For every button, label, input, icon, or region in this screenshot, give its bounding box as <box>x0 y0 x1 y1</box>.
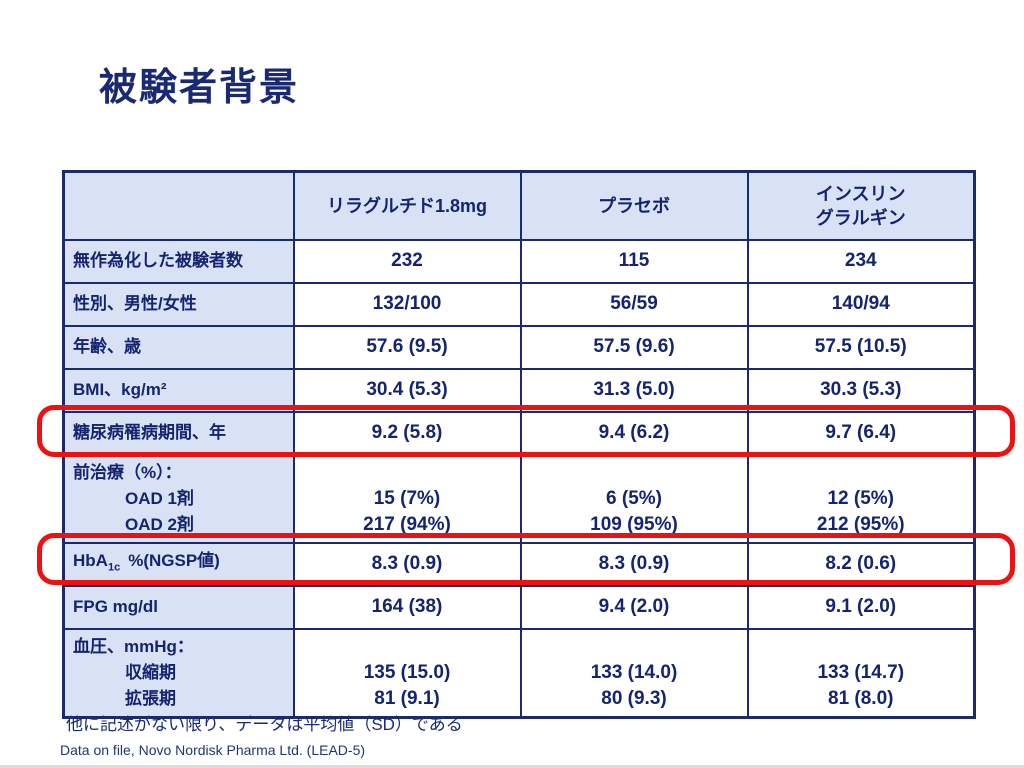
value-cell: 57.5 (10.5) <box>746 324 976 370</box>
table-row-blood-pressure: 血圧、mmHg： 収縮期 拡張期 135 (15.0) 81 (9.1) 133… <box>62 627 976 718</box>
value-cell: 9.4 (2.0) <box>519 584 749 630</box>
row-label: FPG mg/dl <box>62 584 295 630</box>
value-cell: 15 (7%) 217 (94%) <box>292 453 522 544</box>
value-line: 135 (15.0) <box>363 661 451 683</box>
value-cell: 57.6 (9.5) <box>292 324 522 370</box>
header-cell-liraglutide: リラグルチド1.8mg <box>292 170 522 241</box>
row-label: 糖尿病罹病期間、年 <box>62 410 295 456</box>
value-cell: 133 (14.0) 80 (9.3) <box>519 627 749 718</box>
value-cell: 140/94 <box>746 281 976 327</box>
table-row-diabetes-duration: 糖尿病罹病期間、年 9.2 (5.8) 9.4 (6.2) 9.7 (6.4) <box>62 410 976 456</box>
value-cell: 56/59 <box>519 281 749 327</box>
row-label: HbA1c %(NGSP値) <box>62 541 295 587</box>
value-cell: 12 (5%) 212 (95%) <box>746 453 976 544</box>
value-cell: 57.5 (9.6) <box>519 324 749 370</box>
value-line: 80 (9.3) <box>601 687 667 709</box>
header-cell-empty <box>62 170 295 241</box>
value-cell: 232 <box>292 238 522 284</box>
row-label-main: 血圧、mmHg： <box>73 636 194 656</box>
row-label: 年齢、歳 <box>62 324 295 370</box>
value-cell: 30.4 (5.3) <box>292 367 522 413</box>
table-header-row: リラグルチド1.8mg プラセボ インスリン グラルギン <box>62 170 976 241</box>
row-sublabel: OAD 2剤 <box>125 514 194 534</box>
header-cell-placebo: プラセボ <box>519 170 749 241</box>
value-cell: 30.3 (5.3) <box>746 367 976 413</box>
value-cell: 8.3 (0.9) <box>519 541 749 587</box>
row-label-main: 前治療（%）： <box>73 462 182 482</box>
table-row-hba1c: HbA1c %(NGSP値) 8.3 (0.9) 8.3 (0.9) 8.2 (0… <box>62 541 976 587</box>
table-row-randomized: 無作為化した被験者数 232 115 234 <box>62 238 976 284</box>
value-cell: 8.3 (0.9) <box>292 541 522 587</box>
value-cell: 234 <box>746 238 976 284</box>
value-line: 133 (14.0) <box>590 661 678 683</box>
row-label: 無作為化した被験者数 <box>62 238 295 284</box>
spacer <box>750 634 973 660</box>
value-cell: 9.1 (2.0) <box>746 584 976 630</box>
value-cell: 9.7 (6.4) <box>746 410 976 456</box>
spacer <box>296 460 519 486</box>
row-label: 性別、男性/女性 <box>62 281 295 327</box>
header-cell-insulin-glargine: インスリン グラルギン <box>746 170 976 241</box>
value-cell: 9.4 (6.2) <box>519 410 749 456</box>
value-cell: 8.2 (0.6) <box>746 541 976 587</box>
value-cell: 115 <box>519 238 749 284</box>
value-line: 15 (7%) <box>373 487 441 509</box>
row-label: BMI、kg/m² <box>62 367 295 413</box>
footnote: 他に記述がない限り、データは平均値（SD）である <box>66 715 463 734</box>
spacer <box>523 460 746 486</box>
spacer <box>296 634 519 660</box>
table-row-fpg: FPG mg/dl 164 (38) 9.4 (2.0) 9.1 (2.0) <box>62 584 976 630</box>
value-cell: 31.3 (5.0) <box>519 367 749 413</box>
row-sublabel: 拡張期 <box>125 688 176 708</box>
value-line: 12 (5%) <box>827 487 895 509</box>
value-cell: 133 (14.7) 81 (8.0) <box>746 627 976 718</box>
value-line: 109 (95%) <box>590 513 678 535</box>
table-row-prior-treatment: 前治療（%）： OAD 1剤 OAD 2剤 15 (7%) 217 (94%) … <box>62 453 976 544</box>
table-row-age: 年齢、歳 57.6 (9.5) 57.5 (9.6) 57.5 (10.5) <box>62 324 976 370</box>
table-row-bmi: BMI、kg/m² 30.4 (5.3) 31.3 (5.0) 30.3 (5.… <box>62 367 976 413</box>
row-label: 前治療（%）： OAD 1剤 OAD 2剤 <box>62 453 295 544</box>
value-line: 81 (9.1) <box>374 687 440 709</box>
value-cell: 164 (38) <box>292 584 522 630</box>
value-cell: 9.2 (5.8) <box>292 410 522 456</box>
row-label: 血圧、mmHg： 収縮期 拡張期 <box>62 627 295 718</box>
row-sublabel: OAD 1剤 <box>125 488 194 508</box>
source-citation: Data on file, Novo Nordisk Pharma Ltd. (… <box>60 742 366 758</box>
value-line: 133 (14.7) <box>817 661 905 683</box>
hba1c-label-subscript: 1c <box>107 561 121 574</box>
subject-background-table: リラグルチド1.8mg プラセボ インスリン グラルギン 無作為化した被験者数 … <box>62 170 976 719</box>
slide-bottom-edge <box>0 765 1024 768</box>
hba1c-label-pre: HbA <box>73 550 108 570</box>
value-cell: 6 (5%) 109 (95%) <box>519 453 749 544</box>
row-sublabel: 収縮期 <box>125 662 176 682</box>
page-title: 被験者背景 <box>99 67 300 109</box>
value-cell: 135 (15.0) 81 (9.1) <box>292 627 522 718</box>
spacer <box>750 460 973 486</box>
hba1c-label-post: %(NGSP値) <box>128 550 220 570</box>
value-cell: 132/100 <box>292 281 522 327</box>
value-line: 6 (5%) <box>606 487 662 509</box>
value-line: 212 (95%) <box>816 513 905 535</box>
table-row-sex: 性別、男性/女性 132/100 56/59 140/94 <box>62 281 976 327</box>
value-line: 217 (94%) <box>363 513 451 535</box>
spacer <box>523 634 746 660</box>
value-line: 81 (8.0) <box>828 687 894 709</box>
